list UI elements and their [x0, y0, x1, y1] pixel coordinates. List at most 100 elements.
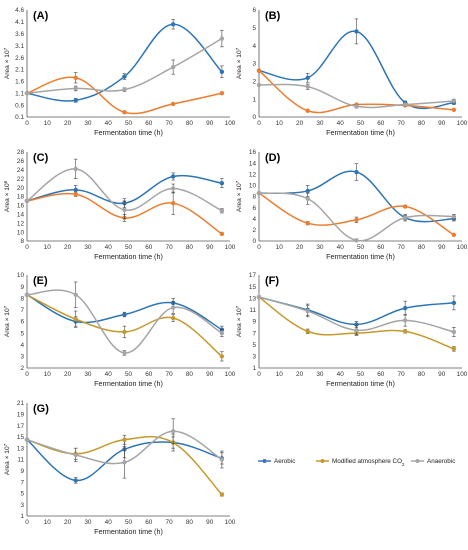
y-tick-label: 24 [17, 167, 25, 174]
y-tick-label: 3.1 [15, 43, 24, 50]
x-tick-label: 10 [276, 120, 284, 127]
x-tick-label: 50 [125, 120, 133, 127]
x-axis-title: Fermentation time (h) [326, 128, 395, 137]
data-point [122, 350, 127, 356]
y-tick-label: 12 [17, 220, 25, 227]
x-tick-label: 20 [64, 244, 72, 251]
x-tick-label: 90 [438, 120, 446, 127]
y-tick-label: 1.6 [15, 79, 24, 86]
series-aerobic [256, 18, 457, 110]
panel-label: (A) [33, 10, 49, 22]
series-modified-atmosphere-co2 [256, 190, 457, 238]
x-tick-label: 0 [25, 519, 29, 526]
x-tick-label: 10 [44, 519, 52, 526]
legend-swatch-marker [415, 459, 420, 463]
data-point [73, 316, 78, 322]
x-axis-title: Fermentation time (h) [326, 379, 395, 388]
y-tick-label: 16 [249, 149, 257, 156]
x-tick-label: 0 [25, 244, 29, 251]
x-tick-label: 40 [105, 244, 113, 251]
x-tick-label: 70 [398, 120, 406, 127]
y-tick-label: 10 [17, 229, 25, 236]
x-tick-label: 0 [257, 120, 261, 127]
data-point [354, 104, 359, 109]
y-tick-label: 3.6 [15, 31, 24, 38]
data-point [170, 101, 176, 107]
y-tick-label: 6 [252, 7, 256, 14]
data-point [122, 110, 127, 115]
data-point [305, 108, 310, 113]
y-axis-exponent: 7 [235, 47, 240, 50]
y-tick-label: 4 [252, 43, 256, 50]
y-tick-label: 1 [20, 513, 24, 520]
y-axis-exponent: 7 [3, 47, 8, 50]
data-point [219, 492, 225, 497]
y-tick-label: 2 [20, 365, 24, 372]
data-point [73, 192, 78, 197]
y-tick-label: 26 [17, 158, 25, 165]
y-tick-label: 3 [20, 354, 24, 361]
data-point [73, 478, 78, 483]
legend-swatch-marker [320, 459, 325, 463]
data-point [73, 187, 78, 193]
y-tick-label: 16 [17, 203, 25, 210]
panel-label: (D) [265, 152, 281, 164]
y-axis-exponent: 7 [235, 305, 240, 308]
x-tick-label: 50 [357, 244, 365, 251]
data-point [170, 200, 176, 206]
panel-label: (C) [33, 152, 49, 164]
x-tick-label: 70 [166, 371, 174, 378]
data-point [451, 346, 457, 352]
y-tick-label: 8 [20, 295, 24, 302]
data-point [354, 328, 359, 333]
y-tick-label: 18 [17, 194, 25, 201]
data-point [402, 318, 408, 323]
x-tick-label: 0 [257, 244, 261, 251]
data-point [451, 232, 457, 238]
x-tick-label: 20 [296, 244, 304, 251]
x-tick-label: 100 [457, 120, 468, 127]
y-axis-title: Area × 106 [3, 180, 12, 212]
x-axis-title: Fermentation time (h) [94, 527, 163, 536]
data-point [305, 329, 310, 334]
y-axis-title: Area × 107 [3, 47, 12, 79]
y-tick-label: 15 [249, 284, 257, 291]
data-point [256, 294, 262, 300]
data-point [256, 82, 262, 88]
series-anaerobic [256, 190, 457, 243]
x-tick-label: 30 [84, 519, 92, 526]
data-point [354, 238, 359, 243]
data-point [402, 305, 408, 311]
data-point [24, 292, 30, 297]
series-anaerobic [24, 281, 225, 356]
x-tick-label: 70 [166, 120, 174, 127]
panel-label: (G) [33, 403, 49, 415]
y-axis-exponent: 7 [3, 443, 8, 446]
x-tick-label: 90 [438, 244, 446, 251]
x-tick-label: 60 [377, 244, 385, 251]
data-point [256, 190, 262, 196]
x-tick-label: 20 [64, 519, 72, 526]
x-tick-label: 40 [105, 120, 113, 127]
x-tick-label: 100 [225, 371, 236, 378]
y-tick-label: 2 [252, 227, 256, 234]
data-point [451, 107, 457, 113]
data-point [24, 198, 30, 204]
data-point [305, 221, 310, 226]
legend-label: Aerobic [274, 458, 295, 465]
chart-panel-1: 0 10 20 30 40 50 60 70 80 90 100 0.1 0.6 1.1 1.6 2.1 2.6… [3, 7, 236, 137]
x-tick-label: 70 [166, 519, 174, 526]
x-tick-label: 80 [418, 244, 426, 251]
data-point [170, 186, 176, 191]
x-tick-label: 70 [398, 244, 406, 251]
y-tick-label: 22 [17, 176, 25, 183]
y-tick-label: 19 [17, 412, 25, 419]
legend-label: Anaerobic [427, 458, 455, 465]
data-point [219, 231, 225, 237]
data-point [402, 329, 408, 334]
y-tick-label: 3 [252, 354, 256, 361]
x-tick-label: 40 [105, 519, 113, 526]
y-axis-title: Area × 107 [3, 305, 12, 337]
y-tick-label: 9 [20, 284, 24, 291]
y-tick-label: 28 [17, 149, 25, 156]
